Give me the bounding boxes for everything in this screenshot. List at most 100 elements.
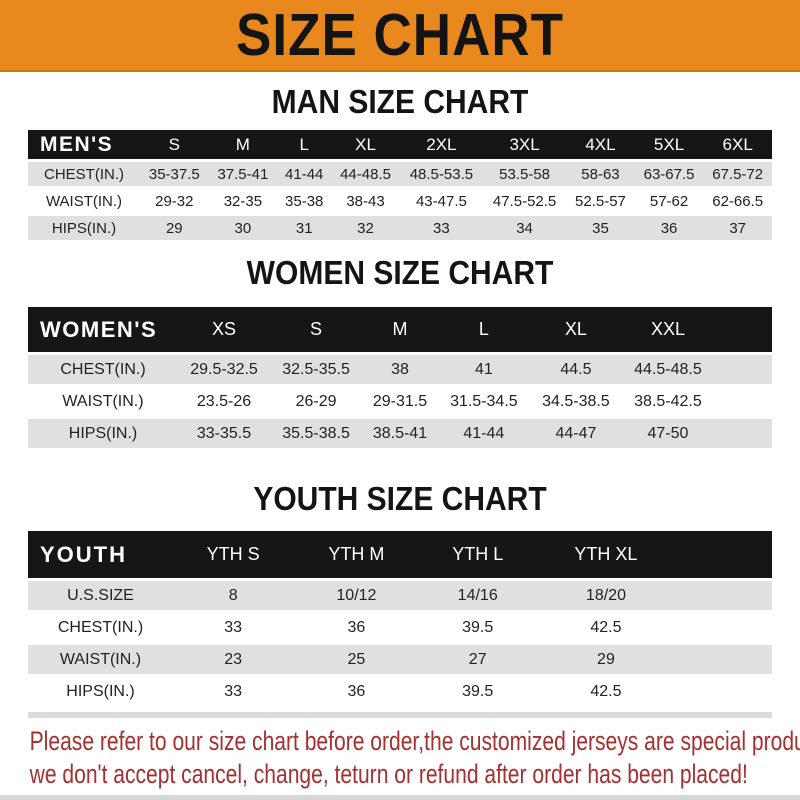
filler-cell bbox=[676, 613, 772, 642]
value-cell: 47-50 bbox=[621, 419, 714, 448]
table-row: HIPS(IN.) 33-35.5 35.5-38.5 38.5-41 41-44 44-… bbox=[28, 419, 772, 448]
value-cell: 47.5-52.5 bbox=[482, 189, 567, 213]
value-cell: 44-48.5 bbox=[331, 162, 400, 186]
column-header: YTH M bbox=[293, 531, 420, 578]
value-cell: 31 bbox=[277, 216, 332, 240]
column-header: S bbox=[140, 130, 209, 159]
value-cell: 14/16 bbox=[419, 581, 536, 610]
value-cell: 32-35 bbox=[208, 189, 278, 213]
value-cell: 36 bbox=[634, 216, 704, 240]
column-header: M bbox=[208, 130, 278, 159]
value-cell: 52.5-57 bbox=[566, 189, 635, 213]
column-header: 3XL bbox=[482, 130, 567, 159]
value-cell: 34.5-38.5 bbox=[529, 387, 622, 416]
value-cell: 62-66.5 bbox=[703, 189, 772, 213]
value-cell: 39.5 bbox=[419, 613, 536, 642]
value-cell: 35-38 bbox=[277, 189, 332, 213]
value-cell: 44.5 bbox=[529, 355, 622, 384]
row-label: WAIST(IN.) bbox=[28, 189, 140, 213]
column-header: YTH L bbox=[419, 531, 536, 578]
table-group-label: YOUTH bbox=[28, 531, 173, 578]
table-row: CHEST(IN.) 35-37.5 37.5-41 41-44 44-48.5 48.5… bbox=[28, 162, 772, 186]
value-cell: 41 bbox=[437, 355, 530, 384]
value-cell: 30 bbox=[208, 216, 278, 240]
table-header-row: WOMEN'S XS S M L XL XXL bbox=[28, 307, 772, 352]
mens-size-table-grid: MEN'S S M L XL 2XL 3XL 4XL 5XL 6XL CHEST(IN.) 35-37… bbox=[28, 127, 772, 243]
row-label: HIPS(IN.) bbox=[28, 677, 173, 706]
value-cell: 63-67.5 bbox=[634, 162, 704, 186]
womens-size-table: WOMEN'S XS S M L XL XXL CHEST(IN.) 29.5-32.5 32.5… bbox=[28, 304, 772, 451]
row-label: HIPS(IN.) bbox=[28, 216, 140, 240]
column-header: S bbox=[270, 307, 363, 352]
table-header-row: YOUTH YTH S YTH M YTH L YTH XL bbox=[28, 531, 772, 578]
man-size-chart-heading: MAN SIZE CHART bbox=[271, 83, 529, 121]
youth-table-bottom-strip bbox=[28, 712, 772, 718]
value-cell: 57-62 bbox=[634, 189, 704, 213]
size-chart-title: SIZE CHART bbox=[236, 1, 564, 69]
value-cell: 42.5 bbox=[535, 613, 676, 642]
value-cell: 25 bbox=[293, 645, 420, 674]
table-group-label: MEN'S bbox=[28, 130, 140, 159]
value-cell: 38.5-42.5 bbox=[621, 387, 714, 416]
filler-cell bbox=[714, 419, 772, 448]
table-header-row: MEN'S S M L XL 2XL 3XL 4XL 5XL 6XL bbox=[28, 130, 772, 159]
column-header: XL bbox=[529, 307, 622, 352]
value-cell: 38.5-41 bbox=[362, 419, 438, 448]
row-label: CHEST(IN.) bbox=[28, 613, 173, 642]
filler-cell bbox=[676, 581, 772, 610]
value-cell: 10/12 bbox=[293, 581, 420, 610]
value-cell: 29-32 bbox=[140, 189, 209, 213]
column-header: M bbox=[362, 307, 438, 352]
value-cell: 41-44 bbox=[277, 162, 332, 186]
value-cell: 33-35.5 bbox=[178, 419, 271, 448]
value-cell: 35-37.5 bbox=[140, 162, 209, 186]
column-header: XL bbox=[331, 130, 400, 159]
column-header: 4XL bbox=[566, 130, 635, 159]
value-cell: 42.5 bbox=[535, 677, 676, 706]
size-chart-banner: SIZE CHART bbox=[0, 0, 800, 72]
value-cell: 29-31.5 bbox=[362, 387, 438, 416]
column-header: 2XL bbox=[399, 130, 483, 159]
value-cell: 26-29 bbox=[270, 387, 363, 416]
value-cell: 8 bbox=[173, 581, 294, 610]
womens-size-table-grid: WOMEN'S XS S M L XL XXL CHEST(IN.) 29.5-32.5 32.5… bbox=[28, 304, 772, 451]
table-row: WAIST(IN.) 29-32 32-35 35-38 38-43 43-47.5 47.… bbox=[28, 189, 772, 213]
value-cell: 41-44 bbox=[437, 419, 530, 448]
disclaimer-text: Please refer to our size chart before or… bbox=[0, 725, 800, 791]
value-cell: 33 bbox=[399, 216, 483, 240]
column-header: L bbox=[437, 307, 530, 352]
disclaimer-line-2: we don't accept cancel, change, teturn o… bbox=[29, 759, 748, 789]
youth-size-chart-heading: YOUTH SIZE CHART bbox=[253, 480, 547, 518]
value-cell: 53.5-58 bbox=[482, 162, 567, 186]
value-cell: 37.5-41 bbox=[208, 162, 278, 186]
value-cell: 32.5-35.5 bbox=[270, 355, 363, 384]
column-header: YTH S bbox=[173, 531, 294, 578]
column-header: 5XL bbox=[634, 130, 704, 159]
column-header: YTH XL bbox=[535, 531, 676, 578]
value-cell: 31.5-34.5 bbox=[437, 387, 530, 416]
youth-size-table: YOUTH YTH S YTH M YTH L YTH XL U.S.SIZE 8 10/12… bbox=[28, 528, 772, 709]
column-header: L bbox=[277, 130, 332, 159]
value-cell: 29.5-32.5 bbox=[178, 355, 271, 384]
column-header: XXL bbox=[621, 307, 714, 352]
column-header: XS bbox=[178, 307, 271, 352]
disclaimer-line-1: Please refer to our size chart before or… bbox=[29, 726, 800, 756]
table-row: HIPS(IN.) 29 30 31 32 33 34 35 36 37 bbox=[28, 216, 772, 240]
row-label: WAIST(IN.) bbox=[28, 387, 178, 416]
value-cell: 33 bbox=[173, 677, 294, 706]
value-cell: 35.5-38.5 bbox=[270, 419, 363, 448]
value-cell: 33 bbox=[173, 613, 294, 642]
value-cell: 36 bbox=[293, 677, 420, 706]
mens-size-table: MEN'S S M L XL 2XL 3XL 4XL 5XL 6XL CHEST(IN.) 35-37… bbox=[28, 127, 772, 243]
filler-cell bbox=[714, 307, 772, 352]
value-cell: 23 bbox=[173, 645, 294, 674]
value-cell: 44-47 bbox=[529, 419, 622, 448]
filler-cell bbox=[676, 677, 772, 706]
value-cell: 27 bbox=[419, 645, 536, 674]
column-header: 6XL bbox=[703, 130, 772, 159]
filler-cell bbox=[714, 387, 772, 416]
value-cell: 34 bbox=[482, 216, 567, 240]
table-row: CHEST(IN.) 33 36 39.5 42.5 bbox=[28, 613, 772, 642]
value-cell: 18/20 bbox=[535, 581, 676, 610]
filler-cell bbox=[676, 645, 772, 674]
